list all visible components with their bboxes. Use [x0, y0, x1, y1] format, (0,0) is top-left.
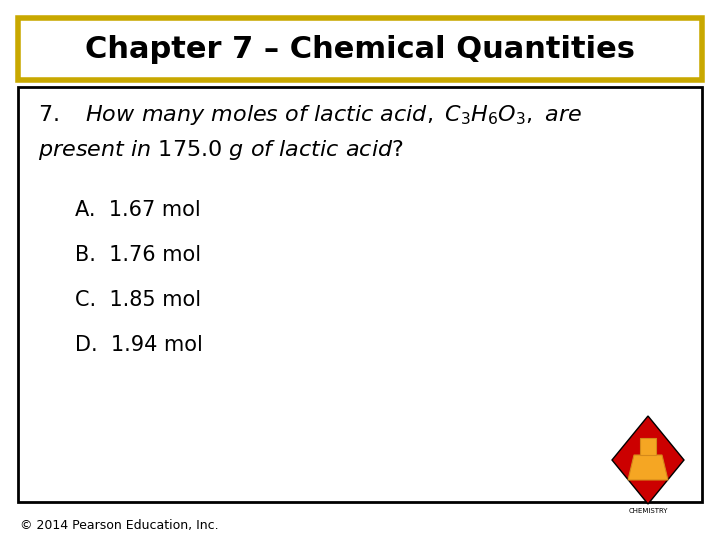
- Polygon shape: [612, 416, 684, 504]
- Text: CHEMISTRY: CHEMISTRY: [629, 508, 667, 514]
- FancyBboxPatch shape: [18, 18, 702, 80]
- Polygon shape: [640, 438, 656, 455]
- Text: Chapter 7 – Chemical Quantities: Chapter 7 – Chemical Quantities: [85, 35, 635, 64]
- Text: A.  1.67 mol: A. 1.67 mol: [75, 200, 201, 220]
- Text: B.  1.76 mol: B. 1.76 mol: [75, 245, 201, 265]
- Text: $\mathit{7.\ \ \ How\ many\ moles\ of\ lactic\ acid,\ C_3H_6O_3,\ are}$: $\mathit{7.\ \ \ How\ many\ moles\ of\ l…: [38, 103, 582, 127]
- Text: C.  1.85 mol: C. 1.85 mol: [75, 290, 201, 310]
- Text: © 2014 Pearson Education, Inc.: © 2014 Pearson Education, Inc.: [20, 518, 219, 531]
- Text: D.  1.94 mol: D. 1.94 mol: [75, 335, 203, 355]
- Polygon shape: [628, 455, 668, 480]
- FancyBboxPatch shape: [18, 87, 702, 502]
- Text: $\mathit{present\ in\ 175.0\ g\ of\ lactic\ acid?}$: $\mathit{present\ in\ 175.0\ g\ of\ lact…: [38, 138, 404, 162]
